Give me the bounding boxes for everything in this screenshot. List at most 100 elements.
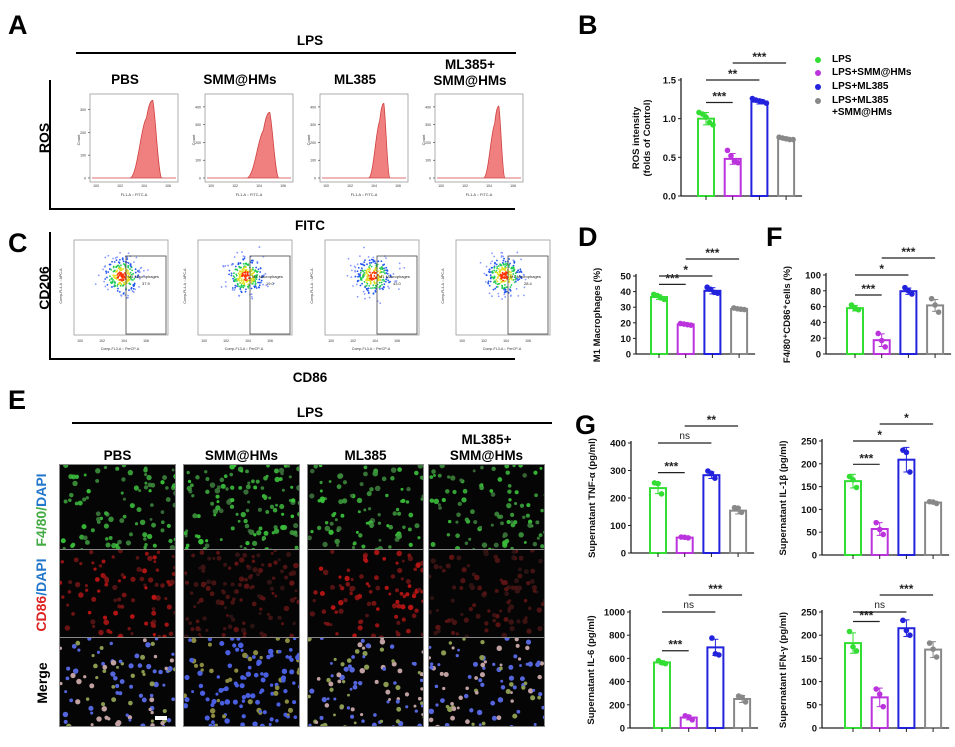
legend-label-2: LPS+ML385 bbox=[832, 81, 889, 92]
cell bbox=[288, 647, 293, 652]
dot bbox=[357, 279, 360, 282]
panel-c-x-label: CD86 bbox=[292, 370, 328, 385]
cell bbox=[353, 721, 357, 725]
cell bbox=[134, 522, 139, 526]
dot bbox=[509, 276, 512, 278]
dot bbox=[384, 280, 387, 283]
cell bbox=[393, 681, 397, 685]
histogram-y-tick-label: 300 bbox=[310, 123, 316, 127]
dot bbox=[264, 272, 267, 275]
cell bbox=[193, 581, 199, 588]
cell bbox=[318, 566, 324, 571]
bar-2 bbox=[750, 100, 769, 197]
cell bbox=[341, 679, 346, 684]
significance-label: * bbox=[879, 262, 884, 276]
cell bbox=[406, 486, 411, 492]
histogram-y-label: Count bbox=[306, 134, 311, 146]
cell bbox=[473, 520, 478, 525]
cell bbox=[66, 666, 71, 671]
cell bbox=[218, 508, 224, 514]
y-tick-label: 0 bbox=[620, 724, 625, 735]
cell bbox=[352, 542, 356, 546]
cell bbox=[155, 595, 161, 601]
dot bbox=[508, 264, 511, 266]
cell bbox=[289, 530, 295, 536]
dot bbox=[394, 280, 396, 283]
cell bbox=[502, 542, 508, 548]
cell bbox=[502, 534, 506, 538]
dot bbox=[247, 286, 250, 289]
cell bbox=[516, 619, 521, 624]
cell bbox=[200, 668, 204, 672]
dot bbox=[508, 266, 510, 268]
cell bbox=[239, 704, 243, 709]
dot bbox=[369, 280, 372, 282]
cell bbox=[289, 669, 295, 675]
dot bbox=[517, 269, 520, 272]
micrograph-cells bbox=[429, 638, 544, 726]
cell bbox=[230, 582, 235, 587]
cell bbox=[479, 654, 485, 661]
cell bbox=[508, 619, 514, 625]
cell bbox=[388, 524, 394, 530]
cell bbox=[379, 639, 386, 645]
dot bbox=[228, 269, 231, 272]
cell bbox=[360, 712, 364, 717]
cell bbox=[184, 693, 187, 699]
histogram-y-tick-label: 100 bbox=[80, 154, 86, 158]
cell bbox=[362, 651, 368, 657]
cell bbox=[319, 480, 323, 485]
cell bbox=[526, 503, 531, 508]
cell bbox=[256, 553, 261, 558]
dot bbox=[494, 282, 497, 284]
cell bbox=[396, 706, 402, 712]
dot bbox=[108, 268, 111, 270]
cell bbox=[256, 594, 261, 599]
cell bbox=[445, 489, 450, 494]
cell bbox=[480, 465, 484, 470]
data-point bbox=[900, 617, 906, 624]
dot bbox=[130, 276, 132, 278]
dot bbox=[373, 260, 376, 263]
cell bbox=[216, 675, 221, 679]
dot bbox=[234, 278, 237, 281]
cell bbox=[514, 585, 519, 590]
cell bbox=[240, 469, 244, 473]
dot bbox=[118, 278, 121, 281]
dot bbox=[383, 272, 386, 275]
cell bbox=[97, 589, 101, 593]
cell bbox=[309, 611, 316, 617]
cell bbox=[499, 663, 503, 667]
dot bbox=[240, 279, 243, 282]
cell bbox=[508, 664, 514, 670]
bar-2 bbox=[703, 289, 722, 356]
cell bbox=[450, 618, 454, 622]
dot bbox=[231, 287, 234, 289]
dot bbox=[368, 266, 370, 268]
dot bbox=[503, 293, 506, 296]
cell bbox=[429, 645, 432, 649]
dot bbox=[506, 277, 508, 280]
cell bbox=[72, 668, 79, 674]
y-axis-label-line: Supernatant IFN-γ (pg/ml) bbox=[778, 612, 789, 728]
cell bbox=[262, 495, 268, 500]
dot bbox=[118, 258, 121, 261]
cell bbox=[144, 543, 148, 547]
cell bbox=[448, 641, 453, 645]
dot bbox=[241, 273, 244, 276]
cell bbox=[205, 628, 209, 632]
cell bbox=[357, 680, 363, 686]
cell bbox=[460, 577, 466, 584]
cell bbox=[194, 534, 199, 538]
cell bbox=[328, 681, 334, 687]
cell bbox=[484, 628, 489, 633]
histogram-x-tick-label: 100 bbox=[93, 184, 99, 188]
y-tick-label: 50 bbox=[806, 700, 817, 711]
cell bbox=[283, 605, 290, 612]
cell bbox=[139, 576, 145, 582]
cell bbox=[494, 589, 499, 593]
cell bbox=[346, 706, 351, 710]
data-point bbox=[876, 691, 883, 697]
cell bbox=[239, 683, 245, 689]
